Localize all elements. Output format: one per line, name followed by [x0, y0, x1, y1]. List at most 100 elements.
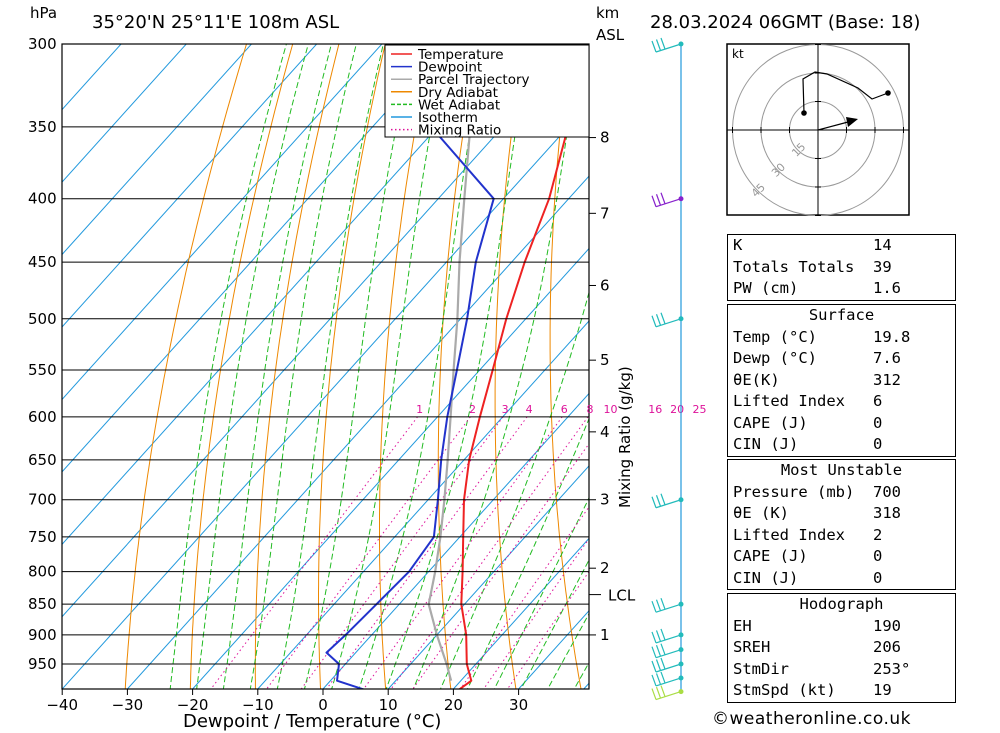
pressure-tick-label: 600: [28, 408, 57, 426]
isotherm-line: [62, 44, 122, 111]
wet-adiabat-line: [547, 612, 589, 689]
height-axis: 1 2 3 4 5 6 7 8 LCL: [589, 129, 636, 644]
datetime-title: 28.03.2024 06GMT (Base: 18): [650, 12, 920, 33]
dry-adiabat-line: [189, 44, 294, 689]
wind-barb: [651, 643, 682, 659]
hodograph-table: Hodograph EH 190 SREH 206 StmDir 253° StmSp…: [727, 593, 956, 703]
dry-adiabat-line: [318, 44, 386, 689]
mixing-ratio-label: 20: [670, 403, 684, 416]
mixing-ratio-label: 25: [693, 403, 707, 416]
mixing-ratio-line: [483, 537, 589, 689]
wet-adiabat-line: [520, 558, 589, 689]
dry-adiabat-line: [124, 44, 248, 689]
x-tick-label: −30: [112, 696, 144, 714]
pressure-tick-label: 900: [28, 626, 57, 644]
wind-barb: [651, 628, 682, 644]
table-row: CAPE (J) 0: [733, 413, 883, 432]
km-tick-label: 7: [600, 204, 610, 222]
pressure-tick-label: 800: [28, 563, 57, 581]
mixing-ratio-line: [506, 570, 589, 689]
table-row: K 14: [733, 236, 892, 254]
wet-adiabat-line: [169, 44, 287, 689]
wet-adiabat-line: [358, 44, 486, 689]
mixing-ratio-line: [210, 416, 418, 689]
km-unit-label: km: [596, 4, 619, 22]
lcl-label: LCL: [608, 587, 636, 605]
table-row: Pressure (mb) 700: [733, 482, 901, 501]
surface-table: Surface Temp (°C) 19.8 Dewp (°C) 7.6 θE(K)…: [727, 304, 956, 457]
x-tick-label: 10: [379, 696, 398, 714]
wind-barb: [651, 312, 682, 328]
table-row: Temp (°C) 19.8: [733, 327, 911, 346]
isotherm-line: [0, 0, 285, 689]
legend-label: Dry Adiabat: [418, 85, 498, 101]
legend-label: Parcel Trajectory: [418, 72, 530, 88]
asl-unit-label: ASL: [596, 26, 625, 44]
surface-table-title: Surface: [808, 306, 875, 324]
table-row: Totals Totals 39: [733, 257, 892, 276]
isotherm-line: [62, 44, 318, 328]
isotherm-line: [322, 392, 589, 689]
hodograph-start-dot: [801, 110, 807, 116]
pressure-tick-label: 850: [28, 595, 57, 613]
pressure-tick-label: 300: [28, 35, 57, 53]
mixing-ratio-labels: 1 2 3 4 6 8 10 16 20 25: [416, 403, 706, 416]
mixing-ratio-line: [412, 442, 589, 689]
km-tick-label: 3: [600, 491, 610, 509]
mixing-ratio-line: [325, 416, 528, 689]
indices-table: K 14 Totals Totals 39 PW (cm) 1.6: [727, 234, 956, 301]
hpa-unit-label: hPa: [30, 4, 57, 22]
legend-label: Temperature: [417, 47, 504, 63]
pressure-tick-label: 750: [28, 528, 57, 546]
dry-adiabat-line: [437, 44, 479, 689]
table-row: StmSpd (kt) 19: [733, 681, 892, 699]
table-row: StmDir 253°: [733, 659, 911, 678]
table-row: PW (cm) 1.6: [733, 279, 901, 297]
mixing-ratio-label: 4: [526, 403, 533, 416]
table-row: EH 190: [733, 616, 901, 635]
table-row: CIN (J) 0: [733, 435, 883, 453]
pressure-tick-label: 550: [28, 361, 57, 379]
dry-adiabat-line: [254, 44, 340, 689]
wet-adiabat-line: [493, 496, 589, 689]
table-row: θE (K) 318: [733, 504, 901, 522]
mixing-ratio-axis-label: Mixing Ratio (g/kg): [616, 366, 634, 508]
x-tick-label: 0: [318, 696, 328, 714]
km-tick-label: 8: [600, 129, 610, 147]
dry-adiabat-line: [981, 0, 1000, 723]
table-row: SREH 206: [733, 638, 901, 656]
table-row: Lifted Index 6: [733, 392, 883, 410]
dry-adiabat-line: [494, 44, 525, 689]
pressure-tick-label: 500: [28, 310, 57, 328]
wind-barb: [651, 685, 682, 701]
x-tick-label: −10: [242, 696, 274, 714]
x-tick-label: 30: [509, 696, 528, 714]
x-tick-label: 20: [444, 696, 463, 714]
mixing-ratio-label: 6: [561, 403, 568, 416]
isotherm-line: [62, 44, 579, 618]
isotherm-line: [62, 44, 513, 546]
wind-barb: [651, 657, 682, 673]
isotherm-line: [387, 465, 589, 689]
legend-label: Mixing Ratio: [418, 123, 501, 139]
mixing-ratio-label: 10: [604, 403, 618, 416]
mixing-ratio-label: 3: [502, 403, 509, 416]
wet-adiabat-line: [249, 44, 357, 689]
copyright-footer[interactable]: ©weatheronline.co.uk: [712, 709, 912, 729]
km-tick-label: 1: [600, 626, 610, 644]
wind-barb: [651, 192, 682, 208]
km-tick-label: 6: [600, 276, 610, 294]
hodograph-end-dot: [885, 90, 891, 96]
dry-adiabat-line: [379, 44, 432, 689]
table-row: CAPE (J) 0: [733, 547, 883, 565]
pressure-tick-label: 950: [28, 655, 57, 673]
most-unstable-table-title: Most Unstable: [780, 461, 903, 479]
mixing-ratio-line: [300, 416, 504, 689]
mixing-ratio-label: 1: [416, 403, 423, 416]
isotherm-line: [62, 44, 253, 256]
pressure-tick-label: 350: [28, 118, 57, 136]
pressure-tick-label: 650: [28, 451, 57, 469]
axis-labels: 3003504004505005506006507007508008509009…: [28, 35, 528, 714]
